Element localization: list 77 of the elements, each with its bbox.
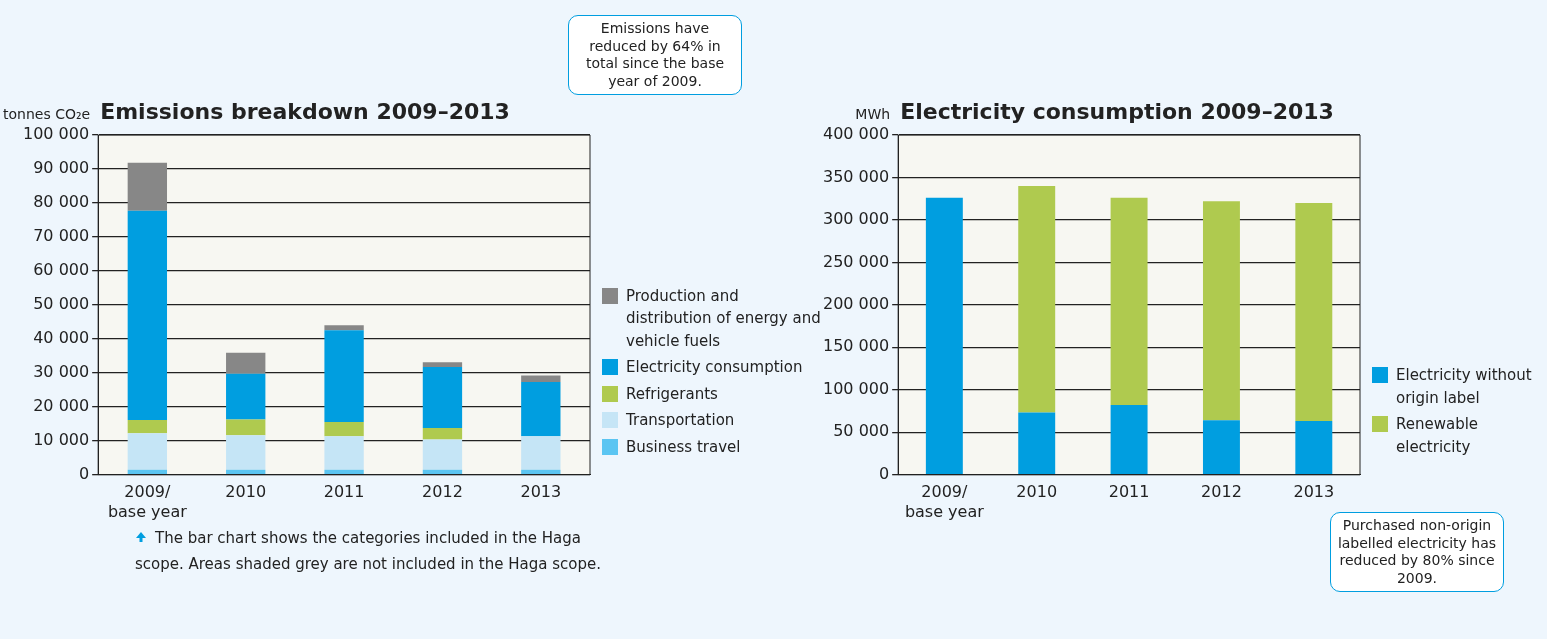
bar xyxy=(226,435,266,470)
x-tick-label: 2010 xyxy=(225,482,267,502)
bar xyxy=(1110,404,1148,474)
y-tick-label: 20 000 xyxy=(33,395,90,415)
bar xyxy=(422,362,463,367)
y-tick-label: 300 000 xyxy=(822,209,890,229)
y-tick-label: 10 000 xyxy=(33,429,90,449)
x-tick-label: 2010 xyxy=(1016,482,1058,502)
bar xyxy=(1202,201,1240,421)
legend-label: Electricity without origin label xyxy=(1396,365,1533,409)
bar xyxy=(324,325,364,331)
y-tick-label: 250 000 xyxy=(822,251,890,271)
bar xyxy=(521,375,561,382)
y-tick-label: 40 000 xyxy=(33,327,90,347)
bar xyxy=(226,352,266,374)
y-tick-label: 80 000 xyxy=(33,192,90,212)
y-tick-label: 50 000 xyxy=(833,421,890,441)
y-tick-label: 30 000 xyxy=(33,361,90,381)
y-tick-label: 350 000 xyxy=(822,166,890,186)
bar xyxy=(226,373,266,420)
bar xyxy=(1110,197,1148,405)
bar xyxy=(127,210,168,420)
legend-label: Renewable electricity xyxy=(1396,414,1480,458)
bar xyxy=(127,433,168,470)
y-tick-label: 70 000 xyxy=(33,226,90,246)
bar xyxy=(127,469,168,474)
x-tick-label: 2012 xyxy=(422,482,463,502)
legend-label: Transportation xyxy=(626,410,735,431)
text: The bar chart shows the categories included in the Haga scope. Areas shaded grey are not included in the Haga scope. xyxy=(135,528,602,576)
y-tick-label: 400 000 xyxy=(822,124,890,144)
legend-label: Business travel xyxy=(626,436,741,458)
y-tick-label: 0 xyxy=(878,463,890,483)
y-tick-label: 0 xyxy=(78,463,90,483)
bar xyxy=(925,197,963,474)
bar xyxy=(422,439,463,470)
y-tick-label: 150 000 xyxy=(822,336,890,356)
x-tick-label: 2013 xyxy=(520,482,562,502)
y-tick-label: 90 000 xyxy=(33,158,90,178)
bar xyxy=(1295,421,1333,474)
y-tick-label: 60 000 xyxy=(33,260,90,279)
bar xyxy=(1018,412,1056,474)
bar xyxy=(324,436,364,470)
bar xyxy=(1202,420,1240,474)
x-tick-label: 2012 xyxy=(1201,482,1242,502)
bar xyxy=(521,381,561,437)
y-tick-label: 200 000 xyxy=(822,293,890,313)
bar xyxy=(521,436,561,470)
legend-label: Electricity consumption xyxy=(626,357,803,378)
chart-title: Electricity consumption 2009–2013 xyxy=(900,99,1334,124)
bar xyxy=(422,428,463,440)
x-tick-label: 2009/ base year xyxy=(107,482,188,521)
y-tick-label: 100 000 xyxy=(22,124,90,144)
bar xyxy=(127,162,168,211)
bar xyxy=(324,421,364,437)
bar xyxy=(226,419,266,436)
legend-label: Production and distribution of energy and vehicle fuels xyxy=(626,286,821,350)
bar xyxy=(324,469,364,474)
bar xyxy=(1295,202,1333,422)
x-tick-label: 2011 xyxy=(1108,482,1150,502)
text: Purchased non-origin labelled electricity has reduced by 80% since 2009. xyxy=(1330,512,1504,592)
y-tick-label: 50 000 xyxy=(33,293,90,313)
bar xyxy=(1018,185,1056,413)
x-tick-label: 2013 xyxy=(1293,482,1335,502)
x-tick-label: 2009/ base year xyxy=(904,482,985,521)
y-tick-label: 100 000 xyxy=(822,378,890,398)
bar xyxy=(422,469,463,474)
bar xyxy=(521,469,561,474)
text: Emissions have reduced by 64% in total since the base year of 2009. xyxy=(568,15,742,95)
y-axis-title: tonnes CO₂e xyxy=(2,106,91,122)
bar xyxy=(422,366,463,429)
x-tick-label: 2011 xyxy=(323,482,365,502)
bar xyxy=(127,419,168,434)
bar xyxy=(324,330,364,422)
bar xyxy=(226,469,266,474)
y-axis-title: MWh xyxy=(855,106,891,122)
legend-label: Refrigerants xyxy=(626,383,718,405)
chart-title: Emissions breakdown 2009–2013 xyxy=(100,99,510,124)
